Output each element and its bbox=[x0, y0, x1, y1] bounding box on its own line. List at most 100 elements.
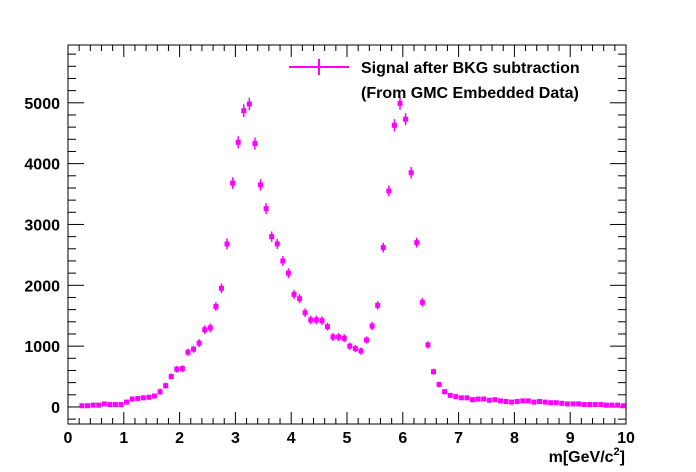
data-point bbox=[369, 322, 375, 331]
point-marker bbox=[146, 394, 152, 400]
point-marker bbox=[302, 310, 308, 316]
data-point bbox=[497, 398, 503, 404]
point-marker bbox=[185, 349, 191, 355]
data-point bbox=[230, 177, 236, 189]
point-marker bbox=[486, 397, 492, 403]
data-point bbox=[391, 119, 397, 132]
point-marker bbox=[96, 402, 102, 408]
point-marker bbox=[391, 122, 397, 128]
x-tick-label: 10 bbox=[617, 430, 635, 447]
data-point bbox=[258, 179, 264, 191]
point-marker bbox=[369, 323, 375, 329]
x-axis-title-suffix: ] bbox=[620, 449, 625, 466]
data-point bbox=[542, 399, 548, 405]
point-marker bbox=[218, 285, 224, 291]
data-point bbox=[185, 348, 191, 356]
data-point bbox=[419, 298, 425, 307]
data-point bbox=[207, 323, 213, 333]
point-marker bbox=[163, 383, 169, 389]
point-marker bbox=[313, 317, 319, 323]
point-marker bbox=[419, 299, 425, 305]
point-marker bbox=[559, 400, 565, 406]
data-point bbox=[263, 203, 269, 215]
point-marker bbox=[598, 402, 604, 408]
x-tick-label: 1 bbox=[119, 430, 128, 447]
point-marker bbox=[124, 399, 130, 405]
data-point bbox=[241, 104, 247, 118]
point-marker bbox=[263, 206, 269, 212]
point-marker bbox=[246, 101, 252, 107]
data-point bbox=[140, 395, 146, 401]
y-tick-label: 5000 bbox=[24, 96, 60, 113]
x-axis-title-main: m[GeV/c bbox=[549, 449, 614, 466]
point-marker bbox=[497, 398, 503, 404]
point-marker bbox=[168, 374, 174, 380]
point-marker bbox=[196, 340, 202, 346]
data-point bbox=[302, 308, 308, 317]
data-point bbox=[285, 268, 291, 278]
data-point bbox=[297, 294, 303, 304]
data-point bbox=[503, 398, 509, 404]
point-marker bbox=[319, 318, 325, 324]
point-marker bbox=[609, 402, 615, 408]
data-point bbox=[576, 401, 582, 407]
data-point bbox=[313, 315, 319, 325]
point-marker bbox=[352, 346, 358, 352]
point-marker bbox=[101, 401, 107, 407]
y-tick-label: 4000 bbox=[24, 157, 60, 174]
point-marker bbox=[90, 402, 96, 408]
data-point bbox=[525, 398, 531, 404]
point-marker bbox=[380, 245, 386, 251]
data-point bbox=[453, 394, 459, 400]
point-marker bbox=[324, 324, 330, 330]
point-marker bbox=[202, 327, 208, 333]
point-marker bbox=[207, 325, 213, 331]
data-point bbox=[352, 344, 358, 353]
point-marker bbox=[453, 394, 459, 400]
data-points bbox=[79, 97, 626, 409]
point-marker bbox=[514, 398, 520, 404]
data-point bbox=[425, 341, 431, 349]
point-marker bbox=[258, 182, 264, 188]
data-point bbox=[163, 382, 169, 389]
data-point bbox=[537, 398, 543, 404]
data-point bbox=[179, 365, 185, 372]
data-point bbox=[157, 388, 163, 395]
data-point bbox=[96, 402, 102, 408]
data-point bbox=[587, 402, 593, 408]
data-point bbox=[475, 396, 481, 402]
data-point bbox=[124, 399, 130, 405]
legend-label-line1: Signal after BKG subtraction bbox=[361, 60, 580, 77]
data-point bbox=[509, 399, 515, 405]
point-marker bbox=[553, 400, 559, 406]
point-marker bbox=[364, 337, 370, 343]
data-point bbox=[101, 401, 107, 407]
x-tick-label: 4 bbox=[287, 430, 296, 447]
data-point bbox=[85, 403, 91, 409]
legend: Signal after BKG subtraction (From GMC E… bbox=[289, 59, 580, 102]
point-marker bbox=[570, 401, 576, 407]
point-marker bbox=[280, 258, 286, 264]
x-axis-title: m[GeV/c2] bbox=[549, 446, 625, 466]
x-tick-label: 6 bbox=[398, 430, 407, 447]
point-marker bbox=[520, 398, 526, 404]
x-axis-ticks: 0 1 2 3 4 5 6 7 8 9 10 bbox=[64, 45, 635, 447]
data-point bbox=[514, 398, 520, 404]
point-marker bbox=[140, 395, 146, 401]
point-marker bbox=[213, 304, 219, 310]
data-point bbox=[548, 400, 554, 406]
data-point bbox=[291, 289, 297, 299]
y-axis-ticks: 0 1000 2000 3000 4000 5000 bbox=[24, 53, 626, 420]
point-marker bbox=[107, 402, 113, 408]
point-marker bbox=[509, 399, 515, 405]
point-marker bbox=[112, 402, 118, 408]
data-point bbox=[380, 242, 386, 253]
point-marker bbox=[403, 116, 409, 122]
point-marker bbox=[587, 402, 593, 408]
data-point bbox=[196, 339, 202, 348]
point-marker bbox=[397, 100, 403, 106]
point-marker bbox=[442, 389, 448, 395]
point-marker bbox=[620, 403, 626, 409]
data-point bbox=[447, 392, 453, 398]
x-tick-label: 8 bbox=[510, 430, 519, 447]
